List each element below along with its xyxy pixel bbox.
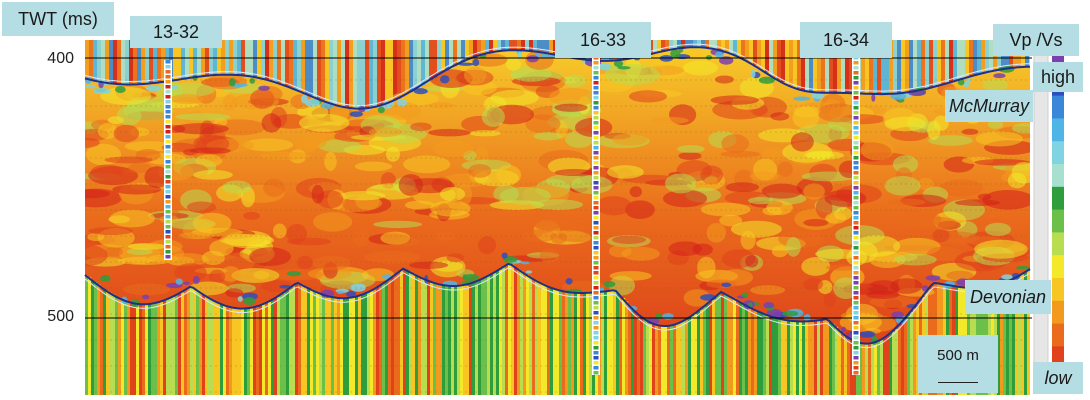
colorbar-high-label: high (1033, 62, 1083, 92)
well-label-13-32: 13-32 (130, 16, 222, 48)
horizon-label-devonian: Devonian (965, 280, 1051, 314)
horizon-label-mcmurray: McMurray (945, 90, 1033, 122)
scale-bar-box: 500 m (918, 335, 998, 393)
colorbar-swatch (1052, 118, 1064, 142)
colorbar-swatch (1052, 141, 1064, 165)
colorbar-swatch (1052, 186, 1064, 211)
colorbar-track (1033, 47, 1049, 393)
horizon-line-devonian-halo (84, 267, 1031, 349)
horizon-line-devonian (84, 262, 1031, 345)
well-label-16-33: 16-33 (555, 22, 651, 58)
y-axis-label: TWT (ms) (2, 2, 114, 36)
well-label-16-34: 16-34 (800, 22, 892, 58)
colorbar-low-label: low (1033, 362, 1083, 394)
scale-bar-line (938, 382, 978, 383)
colorbar-swatch (1052, 278, 1064, 302)
well-log-16-33 (592, 56, 600, 375)
colorbar-swatch (1052, 323, 1064, 347)
colorbar-swatch (1052, 255, 1064, 279)
colorbar-swatch (1052, 209, 1064, 233)
y-tick-label-500: 500 (47, 308, 74, 325)
colorbar-title: Vp /Vs (993, 24, 1079, 56)
scale-bar-label: 500 m (937, 347, 979, 364)
colorbar-swatch (1052, 164, 1064, 188)
colorbar-swatch (1052, 300, 1064, 325)
y-tick-label-400: 400 (47, 50, 74, 67)
well-log-16-34 (852, 56, 860, 375)
well-log-13-32 (164, 60, 172, 260)
colorbar-swatch (1052, 232, 1064, 256)
colorbar-swatch (1052, 95, 1064, 119)
